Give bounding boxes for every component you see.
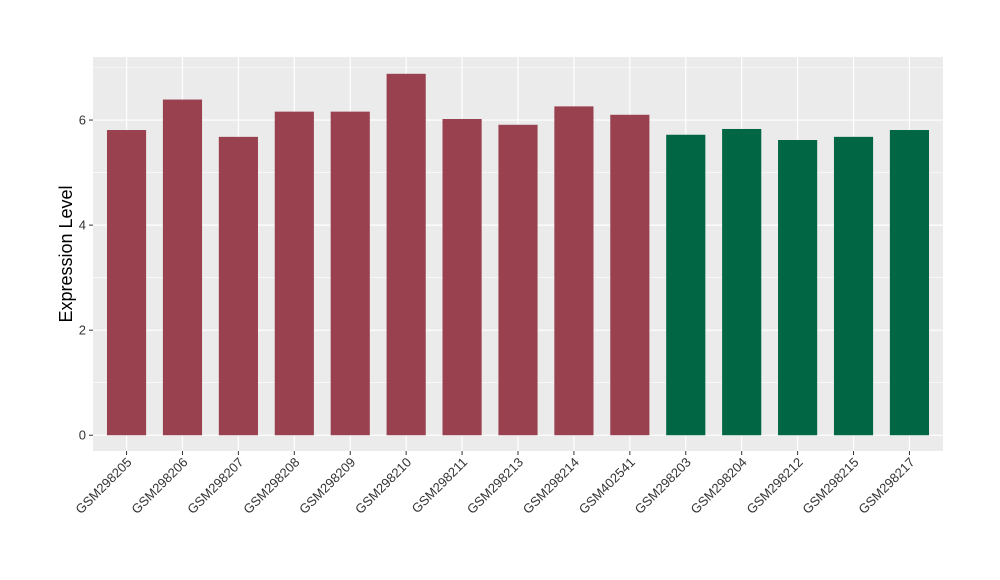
x-tick-label: GSM402541 xyxy=(576,455,638,517)
bar-GSM298213 xyxy=(498,124,538,436)
x-tick-label: GSM298217 xyxy=(855,455,917,517)
y-tick-label: 4 xyxy=(79,218,86,233)
bar-GSM298203 xyxy=(666,134,706,436)
bars xyxy=(106,73,930,436)
x-tick-label: GSM298212 xyxy=(744,455,806,517)
bar-GSM298212 xyxy=(778,140,818,436)
bar-GSM298210 xyxy=(386,73,426,436)
x-tick-label: GSM298209 xyxy=(296,455,358,517)
x-tick-label: GSM298204 xyxy=(688,455,750,517)
x-tick-label: GSM298203 xyxy=(632,455,694,517)
bar-GSM298215 xyxy=(833,136,874,436)
x-axis: GSM298205GSM298206GSM298207GSM298208GSM2… xyxy=(72,451,918,517)
bar-GSM298217 xyxy=(889,130,930,436)
y-tick-label: 6 xyxy=(79,113,86,128)
bar-GSM298208 xyxy=(274,111,314,436)
y-tick-label: 2 xyxy=(79,323,86,338)
x-tick-label: GSM298210 xyxy=(352,455,414,517)
x-tick-label: GSM298214 xyxy=(520,455,582,517)
bar-GSM298209 xyxy=(330,111,370,436)
bar-GSM298214 xyxy=(554,106,594,436)
bar-GSM298205 xyxy=(106,130,147,436)
y-tick-label: 0 xyxy=(79,428,86,443)
bar-GSM298211 xyxy=(442,118,482,436)
x-tick-label: GSM298213 xyxy=(464,455,526,517)
x-tick-label: GSM298205 xyxy=(72,455,134,517)
bar-GSM298206 xyxy=(162,99,203,436)
x-tick-label: GSM298206 xyxy=(128,455,190,517)
x-tick-label: GSM298215 xyxy=(799,455,861,517)
y-axis: 0 2 4 6 xyxy=(79,113,93,443)
x-tick-label: GSM298207 xyxy=(184,455,246,517)
x-tick-label: GSM298208 xyxy=(240,455,302,517)
bar-GSM298207 xyxy=(218,136,258,436)
bar-GSM402541 xyxy=(610,114,650,436)
y-axis-title: Expression Level xyxy=(56,185,76,322)
bar-GSM298204 xyxy=(722,128,762,436)
x-tick-label: GSM298211 xyxy=(409,455,471,517)
